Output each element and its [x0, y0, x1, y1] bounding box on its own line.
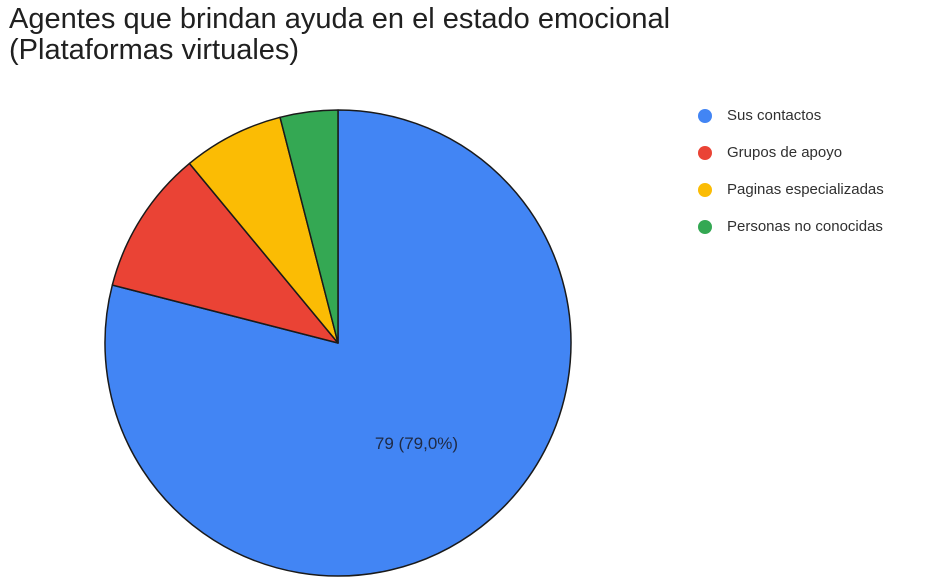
pie-data-label: 79 (79,0%)	[375, 434, 458, 453]
pie-slices	[104, 109, 572, 577]
pie-slice-personas-no-conocidas[interactable]	[279, 109, 339, 344]
legend-label: Grupos de apoyo	[727, 144, 843, 161]
legend-label: Personas no conocidas	[727, 218, 883, 235]
pie-data-labels: 79 (79,0%)	[375, 434, 458, 453]
legend-item-grupos-de-apoyo[interactable]: Grupos de apoyo	[698, 134, 938, 171]
legend-label: Paginas especializadas	[727, 181, 884, 198]
chart-title: Agentes que brindan ayuda en el estado e…	[9, 4, 869, 66]
chart-title-line-2: (Plataformas virtuales)	[9, 34, 300, 66]
legend-swatch	[698, 145, 712, 160]
legend-swatch	[698, 108, 712, 123]
legend-swatch	[698, 219, 712, 234]
legend-label: Sus contactos	[727, 107, 822, 124]
legend-item-sus-contactos[interactable]: Sus contactos	[698, 97, 938, 134]
chart-legend: Sus contactos Grupos de apoyo Paginas es…	[698, 97, 938, 245]
legend-swatch	[698, 182, 712, 197]
legend-item-personas-no-conocidas[interactable]: Personas no conocidas	[698, 208, 938, 245]
pie-slice-paginas-especializadas[interactable]	[188, 116, 339, 344]
legend-item-paginas-especializadas[interactable]: Paginas especializadas	[698, 171, 938, 208]
pie-slice-grupos-de-apoyo[interactable]	[111, 162, 339, 344]
chart-title-line-1: Agentes que brindan ayuda en el estado e…	[9, 3, 671, 35]
